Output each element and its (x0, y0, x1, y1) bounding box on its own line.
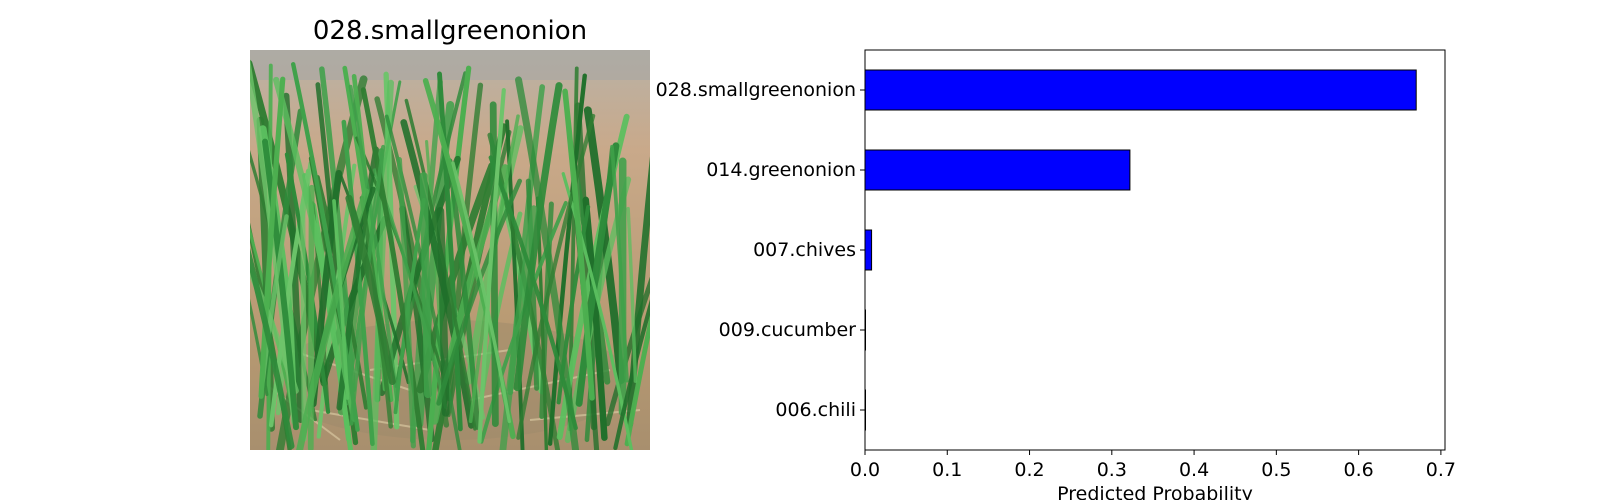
x-tick-label: 0.7 (1426, 459, 1456, 481)
x-tick-label: 0.3 (1097, 459, 1127, 481)
bar-014.greenonion (864, 149, 1131, 191)
y-tick-label: 028.smallgreenonion (656, 79, 856, 101)
x-tick-label: 0.4 (1179, 459, 1209, 481)
y-tick-label: 014.greenonion (706, 159, 856, 181)
image-title: 028.smallgreenonion (312, 16, 588, 46)
onion-photo (250, 50, 650, 450)
x-tick-label: 0.1 (932, 459, 962, 481)
x-tick-label: 0.5 (1261, 459, 1291, 481)
x-tick-label: 0.2 (1014, 459, 1044, 481)
x-tick-label: 0.0 (850, 459, 880, 481)
x-tick-label: 0.6 (1344, 459, 1374, 481)
bar-007.chives (864, 229, 873, 271)
bar-028.smallgreenonion (864, 69, 1417, 111)
y-tick-label: 006.chili (775, 399, 856, 421)
x-axis-label: Predicted Probability (1057, 483, 1253, 500)
y-tick-label: 007.chives (753, 239, 856, 261)
y-tick-label: 009.cucumber (719, 319, 857, 341)
